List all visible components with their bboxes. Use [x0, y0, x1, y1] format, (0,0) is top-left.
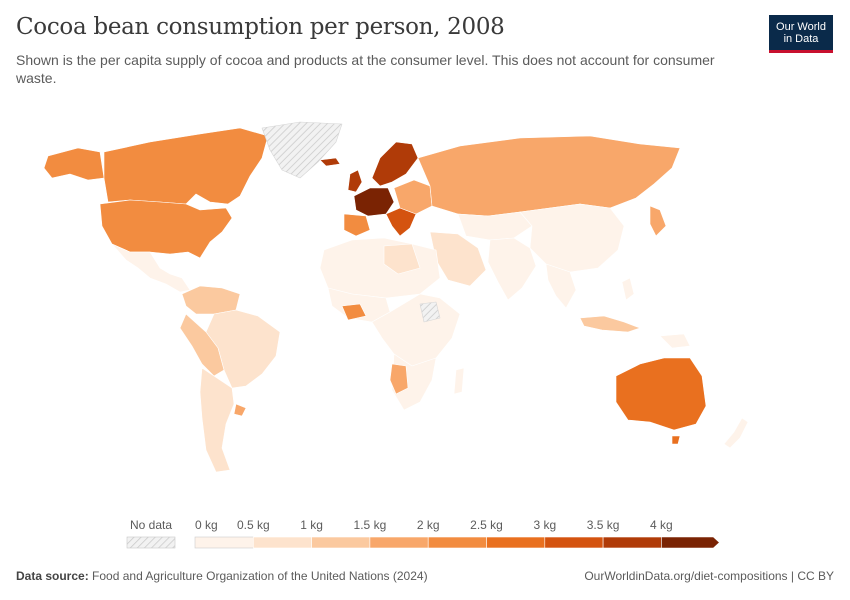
region-tasmania[interactable] [671, 435, 681, 445]
legend-bin-7 [602, 536, 662, 549]
region-namibia[interactable] [389, 363, 409, 395]
region-india[interactable] [487, 237, 537, 301]
world-map[interactable] [0, 118, 850, 488]
legend-bin-3 [369, 536, 429, 549]
region-new-zealand[interactable] [723, 417, 749, 449]
source-url[interactable]: OurWorldinData.org/diet-compositions | C… [584, 569, 834, 583]
region-western-europe[interactable] [353, 187, 395, 217]
data-source-text: Food and Agriculture Organization of the… [92, 569, 428, 583]
legend-bin-4 [427, 536, 487, 549]
legend-tick-0: 0 kg [195, 518, 218, 532]
region-uruguay[interactable] [233, 403, 247, 417]
region-south-sudan[interactable] [419, 301, 441, 323]
data-source: Data source: Food and Agriculture Organi… [16, 569, 428, 583]
region-cote-divoire[interactable] [341, 303, 367, 321]
legend-tick-6: 3 kg [533, 518, 556, 532]
logo-line-1: Our World [776, 21, 826, 33]
region-indonesia[interactable] [579, 315, 641, 333]
region-greenland[interactable] [261, 121, 343, 179]
region-scandinavia[interactable] [371, 141, 419, 187]
region-papua-new-guinea[interactable] [659, 333, 691, 349]
legend-tick-8: 4 kg [650, 518, 673, 532]
region-iberia[interactable] [343, 213, 371, 237]
region-uk[interactable] [347, 169, 363, 193]
legend-bin-2 [311, 536, 371, 549]
legend-bin-1 [253, 536, 312, 549]
region-alaska[interactable] [43, 147, 105, 181]
region-china[interactable] [519, 203, 625, 273]
region-central-asia[interactable] [457, 211, 533, 241]
owid-logo[interactable]: Our World in Data [769, 15, 833, 53]
legend-tick-7: 3.5 kg [587, 518, 620, 532]
legend-tick-3: 1.5 kg [354, 518, 387, 532]
legend-no-data-swatch [126, 536, 176, 549]
legend-tick-5: 2.5 kg [470, 518, 503, 532]
region-argentina-chile[interactable] [199, 367, 235, 473]
chart-subtitle: Shown is the per capita supply of cocoa … [16, 52, 715, 86]
region-canada[interactable] [103, 127, 269, 205]
region-libya[interactable] [383, 243, 421, 275]
legend-bin-0 [194, 536, 254, 549]
region-colombia-venezuela[interactable] [181, 285, 241, 315]
legend-bin-5 [486, 536, 546, 549]
region-philippines[interactable] [621, 277, 635, 301]
color-legend: No data 0 kg 0.5 kg 1 kg 1.5 kg 2 kg 2.5 kg 3 … [126, 518, 720, 549]
logo-line-2: in Data [783, 33, 819, 45]
region-japan[interactable] [649, 205, 667, 237]
legend-bin-6 [544, 536, 604, 549]
legend-tick-2: 1 kg [300, 518, 323, 532]
chart-title: Cocoa bean consumption per person, 2008 [16, 14, 505, 40]
legend-tick-1: 0.5 kg [237, 518, 270, 532]
data-source-label: Data source: [16, 569, 89, 583]
legend-no-data-label: No data [130, 518, 172, 532]
legend-tick-4: 2 kg [417, 518, 440, 532]
region-iceland[interactable] [319, 157, 341, 167]
region-australia[interactable] [615, 357, 707, 431]
region-north-africa[interactable] [319, 237, 441, 299]
legend-bin-8 [661, 536, 720, 549]
region-southeast-asia[interactable] [545, 263, 577, 309]
region-mexico[interactable] [111, 243, 191, 293]
region-madagascar[interactable] [453, 367, 465, 395]
region-russia[interactable] [417, 135, 681, 217]
